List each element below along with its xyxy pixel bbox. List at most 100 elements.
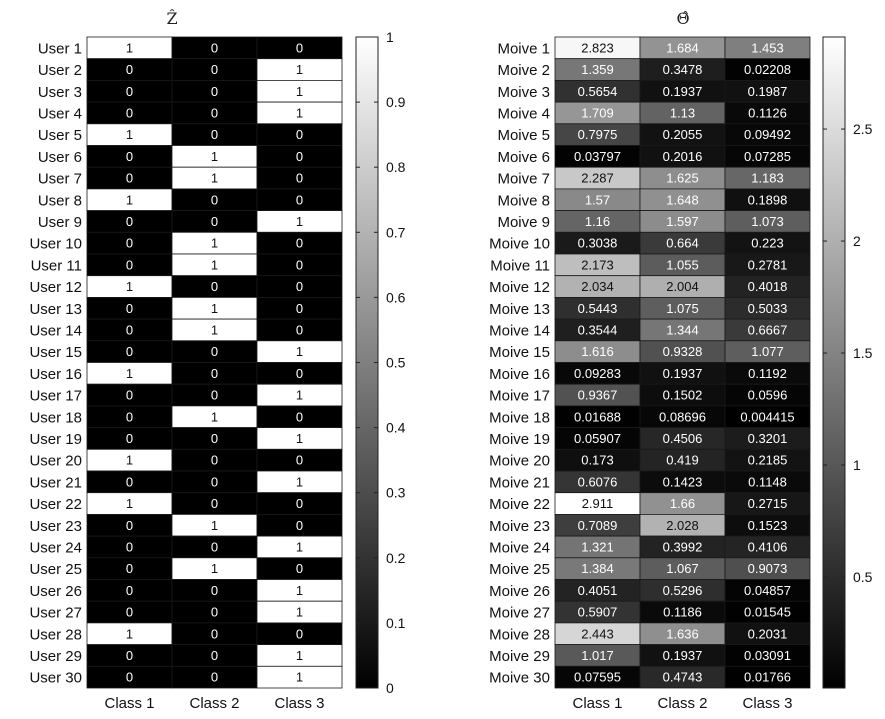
cell-value-label: 1 xyxy=(211,518,218,533)
cell-value-label: 0.1502 xyxy=(663,388,703,403)
row-label: User 9 xyxy=(38,214,82,231)
cell-value-label: 0.3038 xyxy=(578,236,618,251)
cell-value-label: 1.384 xyxy=(581,561,614,576)
cell-value-label: 1 xyxy=(296,344,303,359)
colorbar-tick-label: 0.1 xyxy=(386,615,406,631)
cell-value-label: 1 xyxy=(126,496,133,511)
row-label: User 29 xyxy=(29,648,82,665)
row-label: Moive 30 xyxy=(489,670,550,687)
cell-value-label: 1.344 xyxy=(666,322,699,337)
cell-value-label: 0 xyxy=(211,431,218,446)
row-label: Moive 24 xyxy=(489,539,550,556)
cell-value-label: 0.9367 xyxy=(578,388,618,403)
cell-value-label: 0.4051 xyxy=(578,583,618,598)
cell-value-label: 0.01766 xyxy=(744,670,791,685)
colorbar-tick-label: 0 xyxy=(386,680,394,696)
cell-value-label: 1.709 xyxy=(581,105,614,120)
row-label: User 12 xyxy=(29,279,82,296)
row-label: User 3 xyxy=(38,84,82,101)
row-label: Moive 15 xyxy=(489,344,550,361)
cell-value-label: 0 xyxy=(296,366,303,381)
cell-value-label: 0 xyxy=(296,626,303,641)
heatmap-theta-hat: Θ̂ 2.823 1.684 1.453 1.359 0.3478 0.02208 0.56… xyxy=(489,9,811,712)
row-label: User 22 xyxy=(29,496,82,513)
cell-value-label: 0.223 xyxy=(751,236,784,251)
row-label: User 7 xyxy=(38,171,82,188)
cell-value-label: 0.1898 xyxy=(748,192,788,207)
row-label: Moive 5 xyxy=(497,127,550,144)
cell-value-label: 2.173 xyxy=(581,257,614,272)
row-label: User 30 xyxy=(29,670,82,687)
cell-value-label: 1.183 xyxy=(751,171,784,186)
row-label: User 20 xyxy=(29,453,82,470)
cell-value-label: 0.1523 xyxy=(748,518,788,533)
cell-value-label: 1 xyxy=(296,431,303,446)
cell-value-label: 2.028 xyxy=(666,518,699,533)
cell-value-label: 0 xyxy=(126,62,133,77)
cell-value-label: 0.09492 xyxy=(744,127,791,142)
cell-value-label: 0.9073 xyxy=(748,561,788,576)
cell-value-label: 0 xyxy=(126,149,133,164)
cell-value-label: 0 xyxy=(126,322,133,337)
colorbar-tick-label: 0.9 xyxy=(386,94,406,110)
colorbar-tick-label: 1 xyxy=(853,457,861,473)
cell-value-label: 0 xyxy=(126,670,133,685)
cell-value-label: 0.4743 xyxy=(663,670,703,685)
cell-value-label: 1 xyxy=(126,192,133,207)
cell-value-label: 0 xyxy=(126,84,133,99)
cell-value-label: 0.5443 xyxy=(578,301,618,316)
column-label: Class 3 xyxy=(274,695,324,712)
cell-value-label: 0.0596 xyxy=(748,388,788,403)
cell-value-label: 0 xyxy=(211,388,218,403)
cell-value-label: 0.004415 xyxy=(740,409,794,424)
cell-value-label: 0 xyxy=(296,496,303,511)
row-label: User 11 xyxy=(31,257,82,274)
cell-value-label: 0.4018 xyxy=(748,279,788,294)
cell-value-label: 0 xyxy=(211,605,218,620)
cell-value-label: 0 xyxy=(296,236,303,251)
cell-value-label: 0.5296 xyxy=(663,583,703,598)
heatmap-cell xyxy=(724,665,811,689)
colorbar-tick-label: 0.8 xyxy=(386,159,406,175)
cell-value-label: 1.648 xyxy=(666,192,699,207)
cell-value-label: 1.57 xyxy=(585,192,610,207)
row-label: User 2 xyxy=(38,62,82,79)
row-label: Moive 19 xyxy=(489,431,550,448)
column-label: Class 1 xyxy=(104,695,154,712)
row-label: Moive 18 xyxy=(489,409,550,426)
cell-value-label: 0.08696 xyxy=(659,409,706,424)
cell-value-label: 0 xyxy=(211,214,218,229)
row-label: Moive 1 xyxy=(497,40,550,57)
cell-value-label: 1.017 xyxy=(581,648,614,663)
cell-value-label: 0 xyxy=(296,322,303,337)
cell-value-label: 1.597 xyxy=(666,214,699,229)
colorbar-tick-label: 0.6 xyxy=(386,289,406,305)
row-label: Moive 23 xyxy=(489,518,550,535)
cell-value-label: 1 xyxy=(296,105,303,120)
cell-value-label: 1.625 xyxy=(666,171,699,186)
cell-value-label: 1 xyxy=(296,388,303,403)
row-label: User 5 xyxy=(38,127,82,144)
colorbar-tick-label: 2 xyxy=(853,233,861,249)
row-label: Moive 4 xyxy=(497,105,550,122)
row-label: User 25 xyxy=(29,561,82,578)
cell-value-label: 1 xyxy=(296,648,303,663)
cell-value-label: 0 xyxy=(126,648,133,663)
cell-value-label: 1.453 xyxy=(751,40,784,55)
row-label: User 18 xyxy=(29,409,82,426)
cell-value-label: 0.3544 xyxy=(578,322,618,337)
row-label: User 16 xyxy=(29,366,82,383)
cell-value-label: 0 xyxy=(296,561,303,576)
row-label: Moive 12 xyxy=(489,279,550,296)
row-label: Moive 2 xyxy=(497,62,550,79)
row-label: User 1 xyxy=(38,40,82,57)
cell-value-label: 0 xyxy=(296,518,303,533)
row-label: User 15 xyxy=(29,344,82,361)
cell-value-label: 0 xyxy=(211,279,218,294)
cell-value-label: 2.287 xyxy=(581,171,614,186)
cell-value-label: 0.3201 xyxy=(748,431,788,446)
cell-value-label: 1.321 xyxy=(581,539,614,554)
cell-value-label: 0 xyxy=(126,561,133,576)
cell-value-label: 0.9328 xyxy=(663,344,703,359)
